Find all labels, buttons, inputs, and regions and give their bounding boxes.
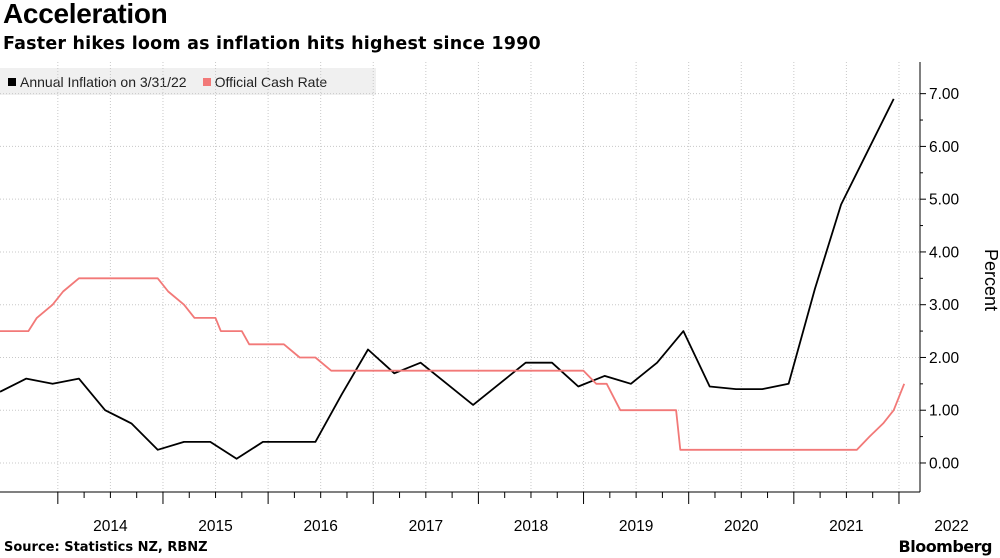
legend-swatch-inflation [8, 77, 16, 86]
legend-label-cash-rate: Official Cash Rate [214, 73, 328, 90]
chart-subtitle: Faster hikes loom as inflation hits high… [3, 34, 541, 54]
y-tick-label: 7.00 [929, 86, 960, 103]
x-tick-label: 2019 [619, 518, 653, 535]
x-tick-label: 2014 [93, 518, 128, 535]
source-note: Source: Statistics NZ, RBNZ [4, 540, 208, 555]
x-tick-label: 2018 [514, 518, 548, 535]
y-axis-label: Percent [981, 249, 1000, 311]
legend-swatch-cash-rate [202, 77, 211, 86]
x-tick-label: 2021 [829, 518, 863, 535]
chart-title: Acceleration [3, 0, 168, 29]
bloomberg-logo: Bloomberg [898, 537, 993, 556]
y-tick-label: 2.00 [929, 350, 960, 367]
y-tick-label: 1.00 [929, 403, 960, 420]
legend-label-inflation: Annual Inflation on 3/31/22 [20, 73, 187, 90]
y-tick-label: 0.00 [929, 455, 960, 472]
series-line-inflation [0, 98, 895, 460]
x-tick-label: 2022 [934, 518, 968, 535]
y-tick-label: 4.00 [929, 244, 960, 261]
x-tick-label: 2016 [303, 518, 337, 535]
y-tick-label: 6.00 [929, 139, 960, 156]
x-tick-label: 2015 [198, 518, 232, 535]
legend: Annual Inflation on 3/31/22 Official Cas… [0, 68, 376, 95]
legend-item-inflation: Annual Inflation on 3/31/22 [8, 74, 187, 90]
y-tick-label: 3.00 [929, 297, 960, 314]
x-tick-label: 2017 [409, 518, 443, 535]
legend-item-cash-rate: Official Cash Rate [202, 73, 328, 90]
x-tick-label: 2020 [724, 518, 759, 535]
y-tick-label: 5.00 [929, 192, 960, 209]
series-line-cash-rate [0, 277, 906, 451]
